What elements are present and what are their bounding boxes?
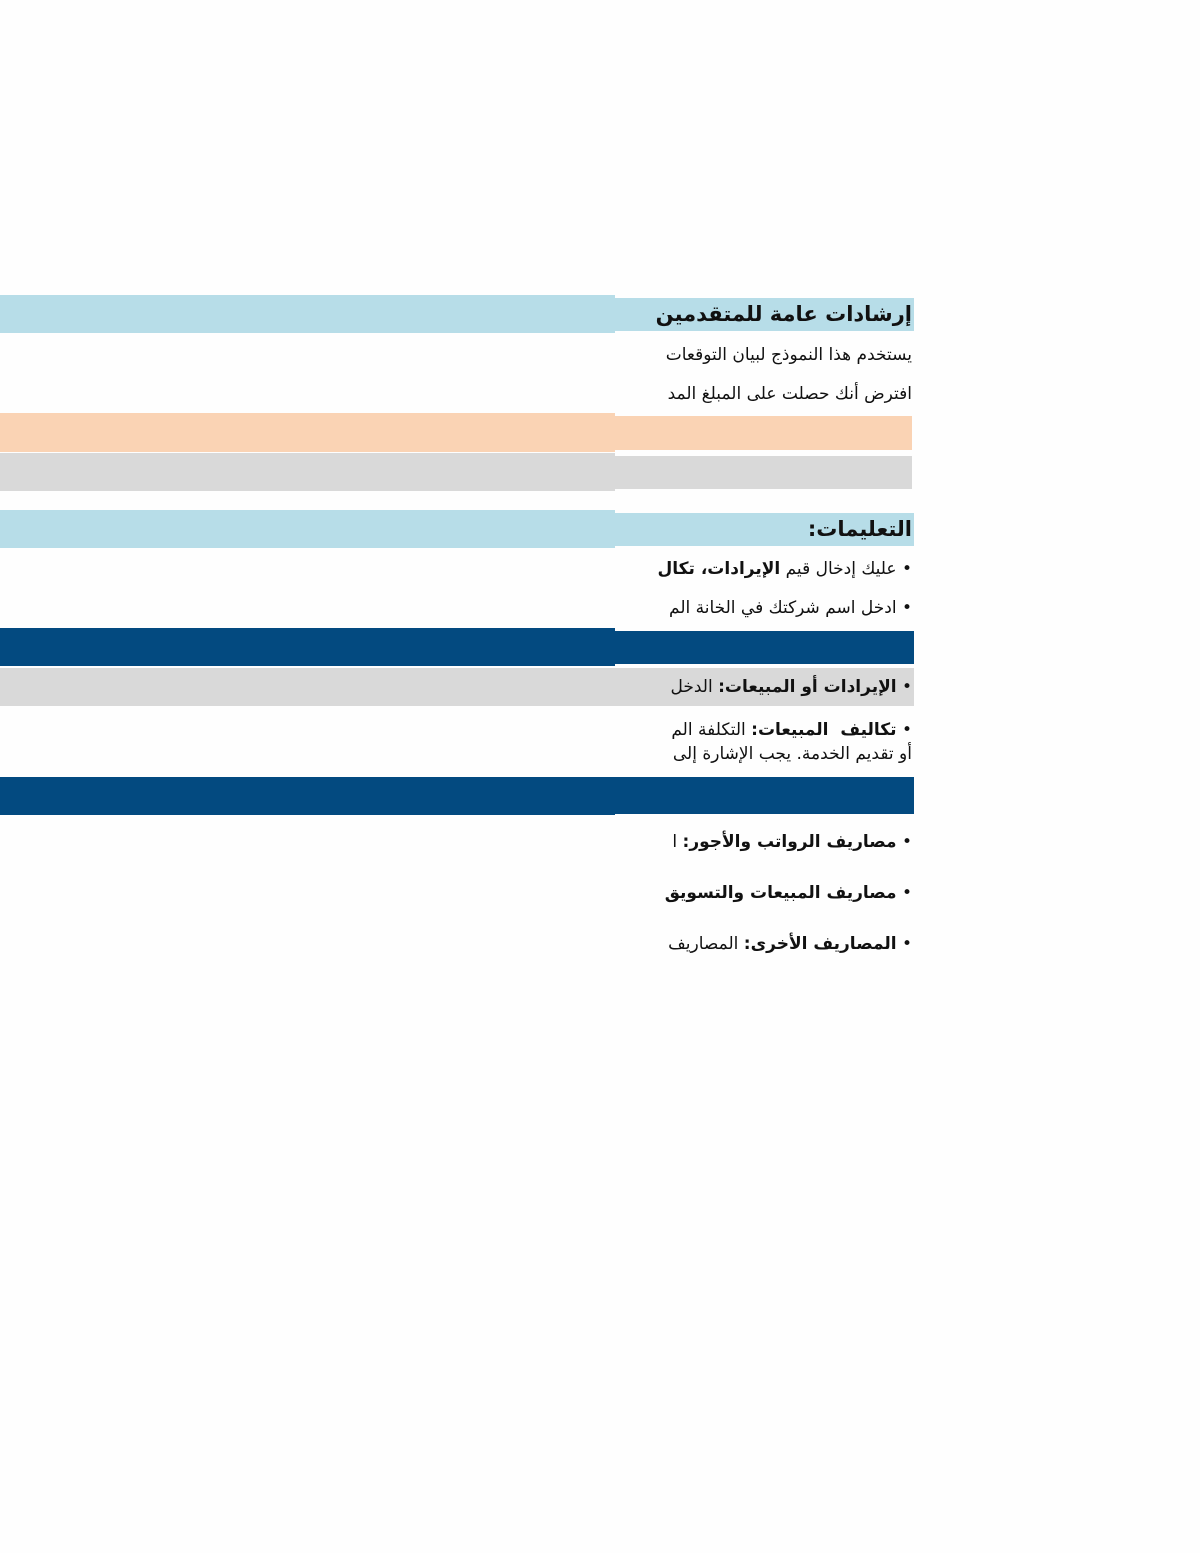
general-guidelines-title: إرشادات عامة للمتقدمين [655, 302, 912, 326]
bullet: • [896, 832, 912, 852]
term: مصاريف المبيعات والتسويق [664, 883, 897, 903]
instruction-item-1: • عليك إدخال قيم الإيرادات، تكال [615, 557, 912, 581]
bullet: • [896, 677, 912, 697]
orange-cell [615, 416, 912, 450]
bullet: • [896, 720, 912, 740]
header-cell-general [615, 298, 914, 331]
gray-cell-2 [615, 668, 914, 706]
header-band-instructions [0, 510, 615, 548]
term: الإيرادات أو المبيعات: [718, 677, 897, 697]
definition-cost-of-sales: • تكاليف المبيعات: التكلفة الم [615, 718, 912, 742]
orange-band [0, 413, 615, 452]
dark-band-2 [0, 777, 615, 815]
term: تكاليف المبيعات: [751, 720, 897, 740]
dark-cell-2 [615, 777, 914, 814]
term: المصاريف الأخرى: [743, 934, 897, 954]
header-cell-instructions [615, 513, 914, 546]
definition-cost-of-sales-line2: أو تقديم الخدمة. يجب الإشارة إلى [672, 744, 912, 764]
definition-sales-marketing: • مصاريف المبيعات والتسويق [615, 881, 912, 905]
instruction-item-2: • ادخل اسم شركتك في الخانة الم [669, 598, 912, 618]
definition-text: الدخل [670, 677, 719, 697]
general-line-1: يستخدم هذا النموذج لبيان التوقعات [665, 345, 912, 365]
term: مصاريف الرواتب والأجور: [682, 832, 897, 852]
gray-cell [615, 456, 912, 489]
definition-text: المصاريف [668, 934, 744, 954]
general-line-2: افترض أنك حصلت على المبلغ المد [667, 384, 912, 404]
definition-text: ا [672, 832, 683, 852]
instruction-text: • عليك إدخال قيم [780, 559, 912, 579]
header-band-general [0, 295, 615, 333]
definition-salaries: • مصاريف الرواتب والأجور: ا [615, 830, 912, 854]
instruction-bold: الإيرادات، تكال [657, 559, 781, 579]
bullet: • [896, 934, 912, 954]
dark-band-1 [0, 628, 615, 666]
instructions-title: التعليمات: [807, 517, 912, 541]
bullet: • [896, 883, 912, 903]
definition-text: التكلفة الم [671, 720, 752, 740]
gray-band-2 [0, 668, 615, 706]
gray-band [0, 453, 615, 491]
definition-revenue: • الإيرادات أو المبيعات: الدخل [615, 675, 912, 699]
definition-other-expenses: • المصاريف الأخرى: المصاريف [615, 932, 912, 956]
dark-cell-1 [615, 631, 914, 664]
